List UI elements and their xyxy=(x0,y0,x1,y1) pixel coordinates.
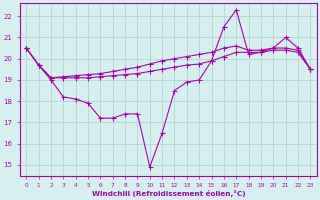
X-axis label: Windchill (Refroidissement éolien,°C): Windchill (Refroidissement éolien,°C) xyxy=(92,190,245,197)
